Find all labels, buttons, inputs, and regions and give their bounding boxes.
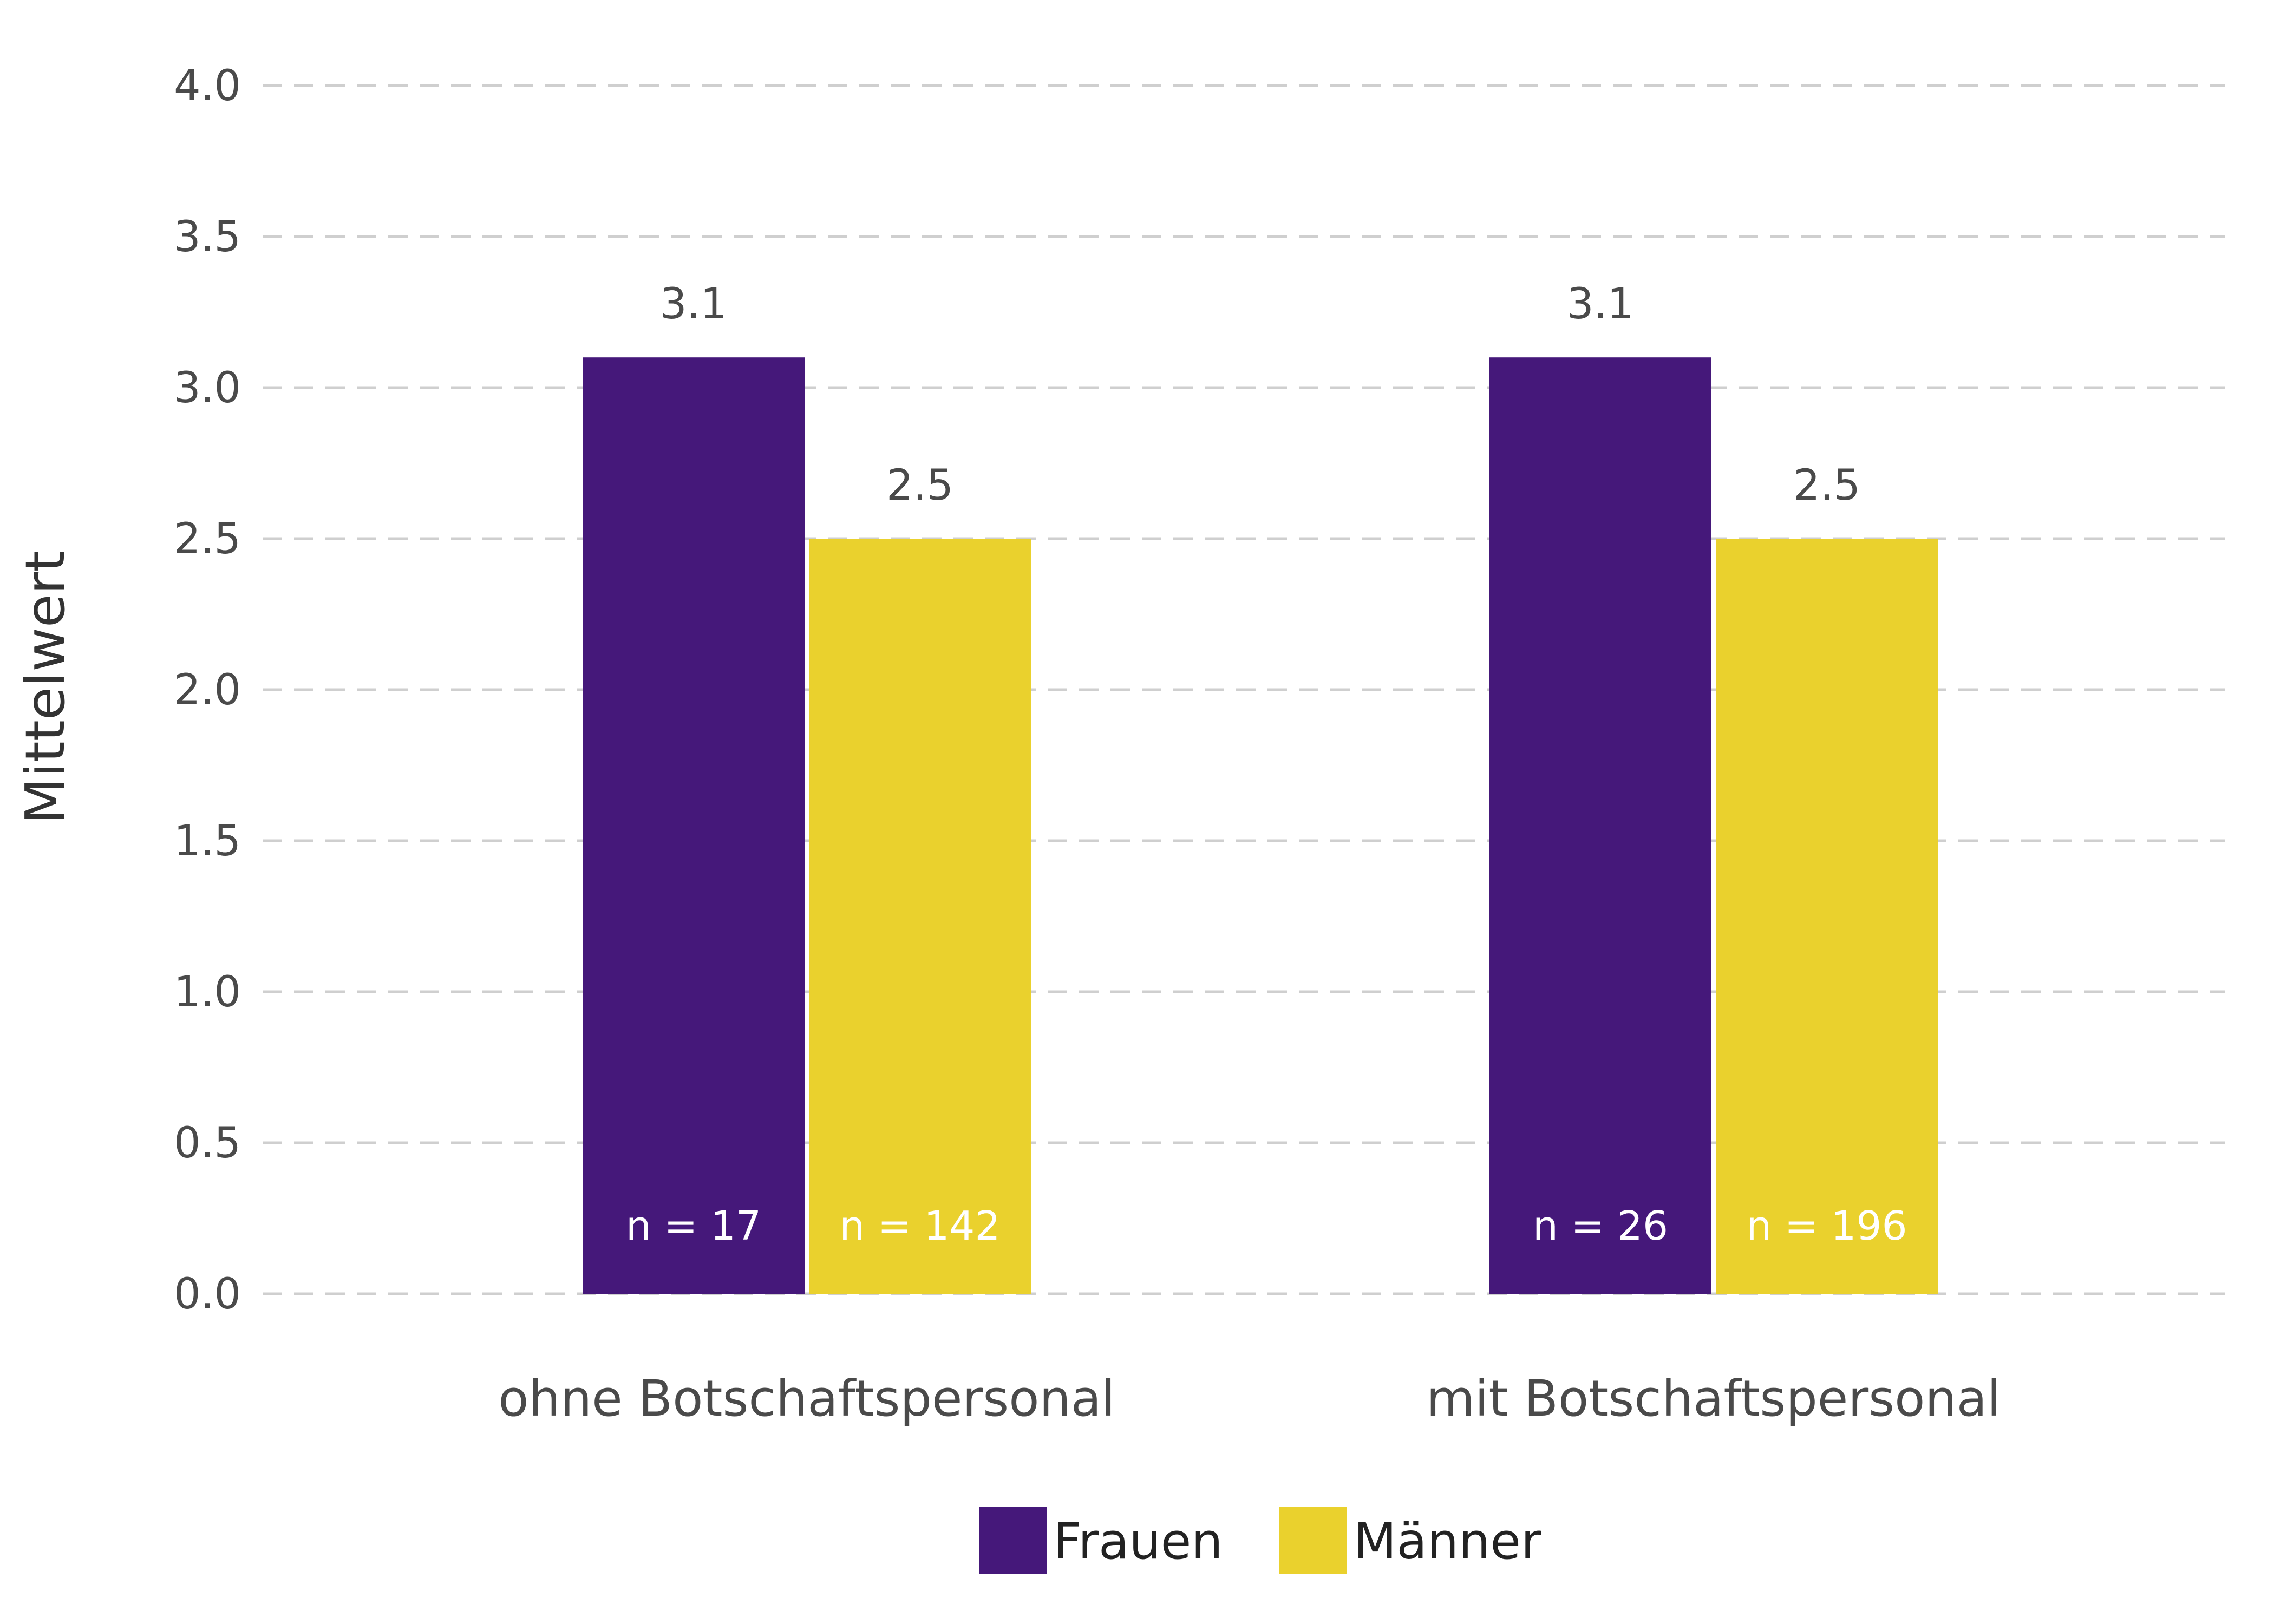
y-tick-label: 0.0 — [174, 1270, 241, 1319]
y-tick-label: 1.5 — [174, 817, 241, 866]
bar-value-label: 3.1 — [660, 280, 727, 329]
y-tick-label: 0.5 — [174, 1119, 241, 1168]
y-tick-label: 3.0 — [174, 364, 241, 412]
bar — [1489, 357, 1711, 1294]
bar — [809, 539, 1031, 1294]
bar-n-label: n = 17 — [626, 1203, 761, 1249]
y-tick-label: 2.5 — [174, 515, 241, 564]
bar-n-label: n = 142 — [839, 1203, 1000, 1249]
y-axis-title: Mittelwert — [14, 551, 77, 824]
bar-n-label: n = 26 — [1533, 1203, 1668, 1249]
legend-label: Männer — [1354, 1512, 1541, 1570]
legend-swatch — [979, 1507, 1047, 1574]
x-category-label: mit Botschaftspersonal — [1426, 1370, 2001, 1427]
y-tick-label: 2.0 — [174, 666, 241, 715]
bars — [583, 357, 1938, 1294]
y-axis-ticks: 0.0 0.5 1.0 1.5 2.0 2.5 3.0 3.5 4.0 — [174, 62, 241, 1319]
legend-swatch — [1279, 1507, 1347, 1574]
bar-value-label: 2.5 — [886, 461, 953, 510]
bar-value-label: 2.5 — [1793, 461, 1860, 510]
bar-n-label: n = 196 — [1746, 1203, 1907, 1249]
y-tick-label: 4.0 — [174, 62, 241, 110]
bar — [583, 357, 805, 1294]
legend: Frauen Männer — [979, 1507, 1541, 1574]
y-tick-label: 3.5 — [174, 213, 241, 261]
bar — [1716, 539, 1938, 1294]
x-axis-categories: ohne Botschaftspersonal mit Botschaftsper… — [498, 1370, 2001, 1427]
legend-label: Frauen — [1053, 1512, 1223, 1570]
x-category-label: ohne Botschaftspersonal — [498, 1370, 1115, 1427]
y-tick-label: 1.0 — [174, 968, 241, 1017]
bar-value-label: 3.1 — [1567, 280, 1634, 329]
bar-labels: 3.1 n = 17 2.5 n = 142 3.1 n = 26 2.5 n = 196 — [626, 280, 1907, 1249]
